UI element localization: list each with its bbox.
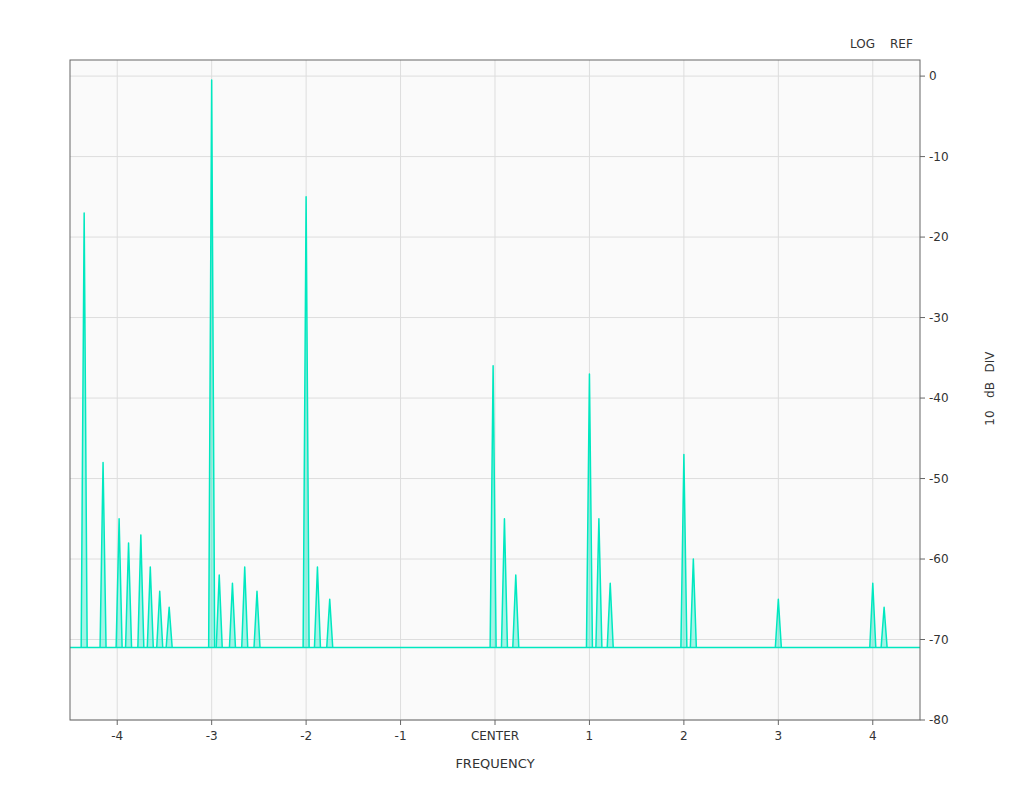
- peak: [607, 583, 613, 647]
- y-tick: [920, 76, 925, 77]
- plot-background: [70, 60, 920, 720]
- grid: [70, 60, 920, 720]
- y-tick-label: -40: [929, 391, 949, 405]
- peak: [209, 80, 215, 647]
- peak: [242, 567, 248, 647]
- y-tick-label: 0: [929, 69, 937, 83]
- chart: -4 -3 -2 -1 CENTER 1 2 3 4 -80 -70 -60 -50 -40 -30 -20 -…: [0, 0, 1024, 808]
- peak: [138, 535, 144, 648]
- y-tick-label: -80: [929, 713, 949, 727]
- y-tick: [920, 478, 925, 479]
- peak: [166, 607, 172, 647]
- peak: [586, 374, 592, 648]
- y-tick: [920, 237, 925, 238]
- y-tick-label: -10: [929, 150, 949, 164]
- x-tick: [589, 720, 590, 725]
- peak: [596, 519, 602, 648]
- x-tick-label: CENTER: [471, 729, 519, 743]
- y-tick-label: -30: [929, 311, 949, 325]
- x-grid-line: [400, 60, 401, 720]
- x-tick: [872, 720, 873, 725]
- peak: [254, 591, 260, 647]
- peak: [870, 583, 876, 647]
- x-tick-label: 2: [680, 729, 688, 743]
- x-axis-label: FREQUENCY: [455, 756, 534, 771]
- x-tick-label: -3: [206, 729, 218, 743]
- peak: [327, 599, 333, 647]
- y-tick-label: -20: [929, 230, 949, 244]
- y-tick: [920, 156, 925, 157]
- peak: [314, 567, 320, 647]
- x-tick: [117, 720, 118, 725]
- x-tick-label: 3: [775, 729, 783, 743]
- annotation: 10: [983, 410, 997, 425]
- y-tick-label: -60: [929, 552, 949, 566]
- y-tick: [920, 398, 925, 399]
- peak: [216, 575, 222, 647]
- x-tick-label: 1: [586, 729, 594, 743]
- peak: [147, 567, 153, 647]
- y-tick-label: -70: [929, 633, 949, 647]
- y-grid-line: [70, 237, 920, 238]
- peak: [881, 607, 887, 647]
- peak: [681, 454, 687, 647]
- annotation: LOG: [850, 37, 875, 51]
- y-grid-line: [70, 76, 920, 77]
- x-tick: [778, 720, 779, 725]
- peak: [116, 519, 122, 648]
- plot-frame: [70, 60, 920, 720]
- y-grid-line: [70, 317, 920, 318]
- trace: [70, 80, 920, 647]
- y-tick: [920, 559, 925, 560]
- y-tick: [920, 639, 925, 640]
- peak: [513, 575, 519, 647]
- annotation: REF: [890, 37, 913, 51]
- peak: [490, 366, 496, 648]
- x-tick: [211, 720, 212, 725]
- x-tick-label: 4: [869, 729, 877, 743]
- x-tick: [683, 720, 684, 725]
- y-tick: [920, 720, 925, 721]
- peak: [690, 559, 696, 648]
- x-tick-label: -2: [300, 729, 312, 743]
- x-tick-label: -1: [395, 729, 407, 743]
- x-tick: [306, 720, 307, 725]
- peak: [100, 462, 106, 647]
- peak: [501, 519, 507, 648]
- y-tick-label: -50: [929, 472, 949, 486]
- peak: [775, 599, 781, 647]
- x-tick: [495, 720, 496, 725]
- y-tick: [920, 317, 925, 318]
- peak: [303, 197, 309, 648]
- x-tick: [400, 720, 401, 725]
- x-tick-label: -4: [111, 729, 123, 743]
- peak: [229, 583, 235, 647]
- peak: [157, 591, 163, 647]
- y-grid-line: [70, 398, 920, 399]
- peak: [81, 213, 87, 648]
- y-grid-line: [70, 156, 920, 157]
- annotation: dB: [983, 382, 997, 398]
- annotation: DIV: [983, 351, 997, 373]
- peak: [126, 543, 132, 648]
